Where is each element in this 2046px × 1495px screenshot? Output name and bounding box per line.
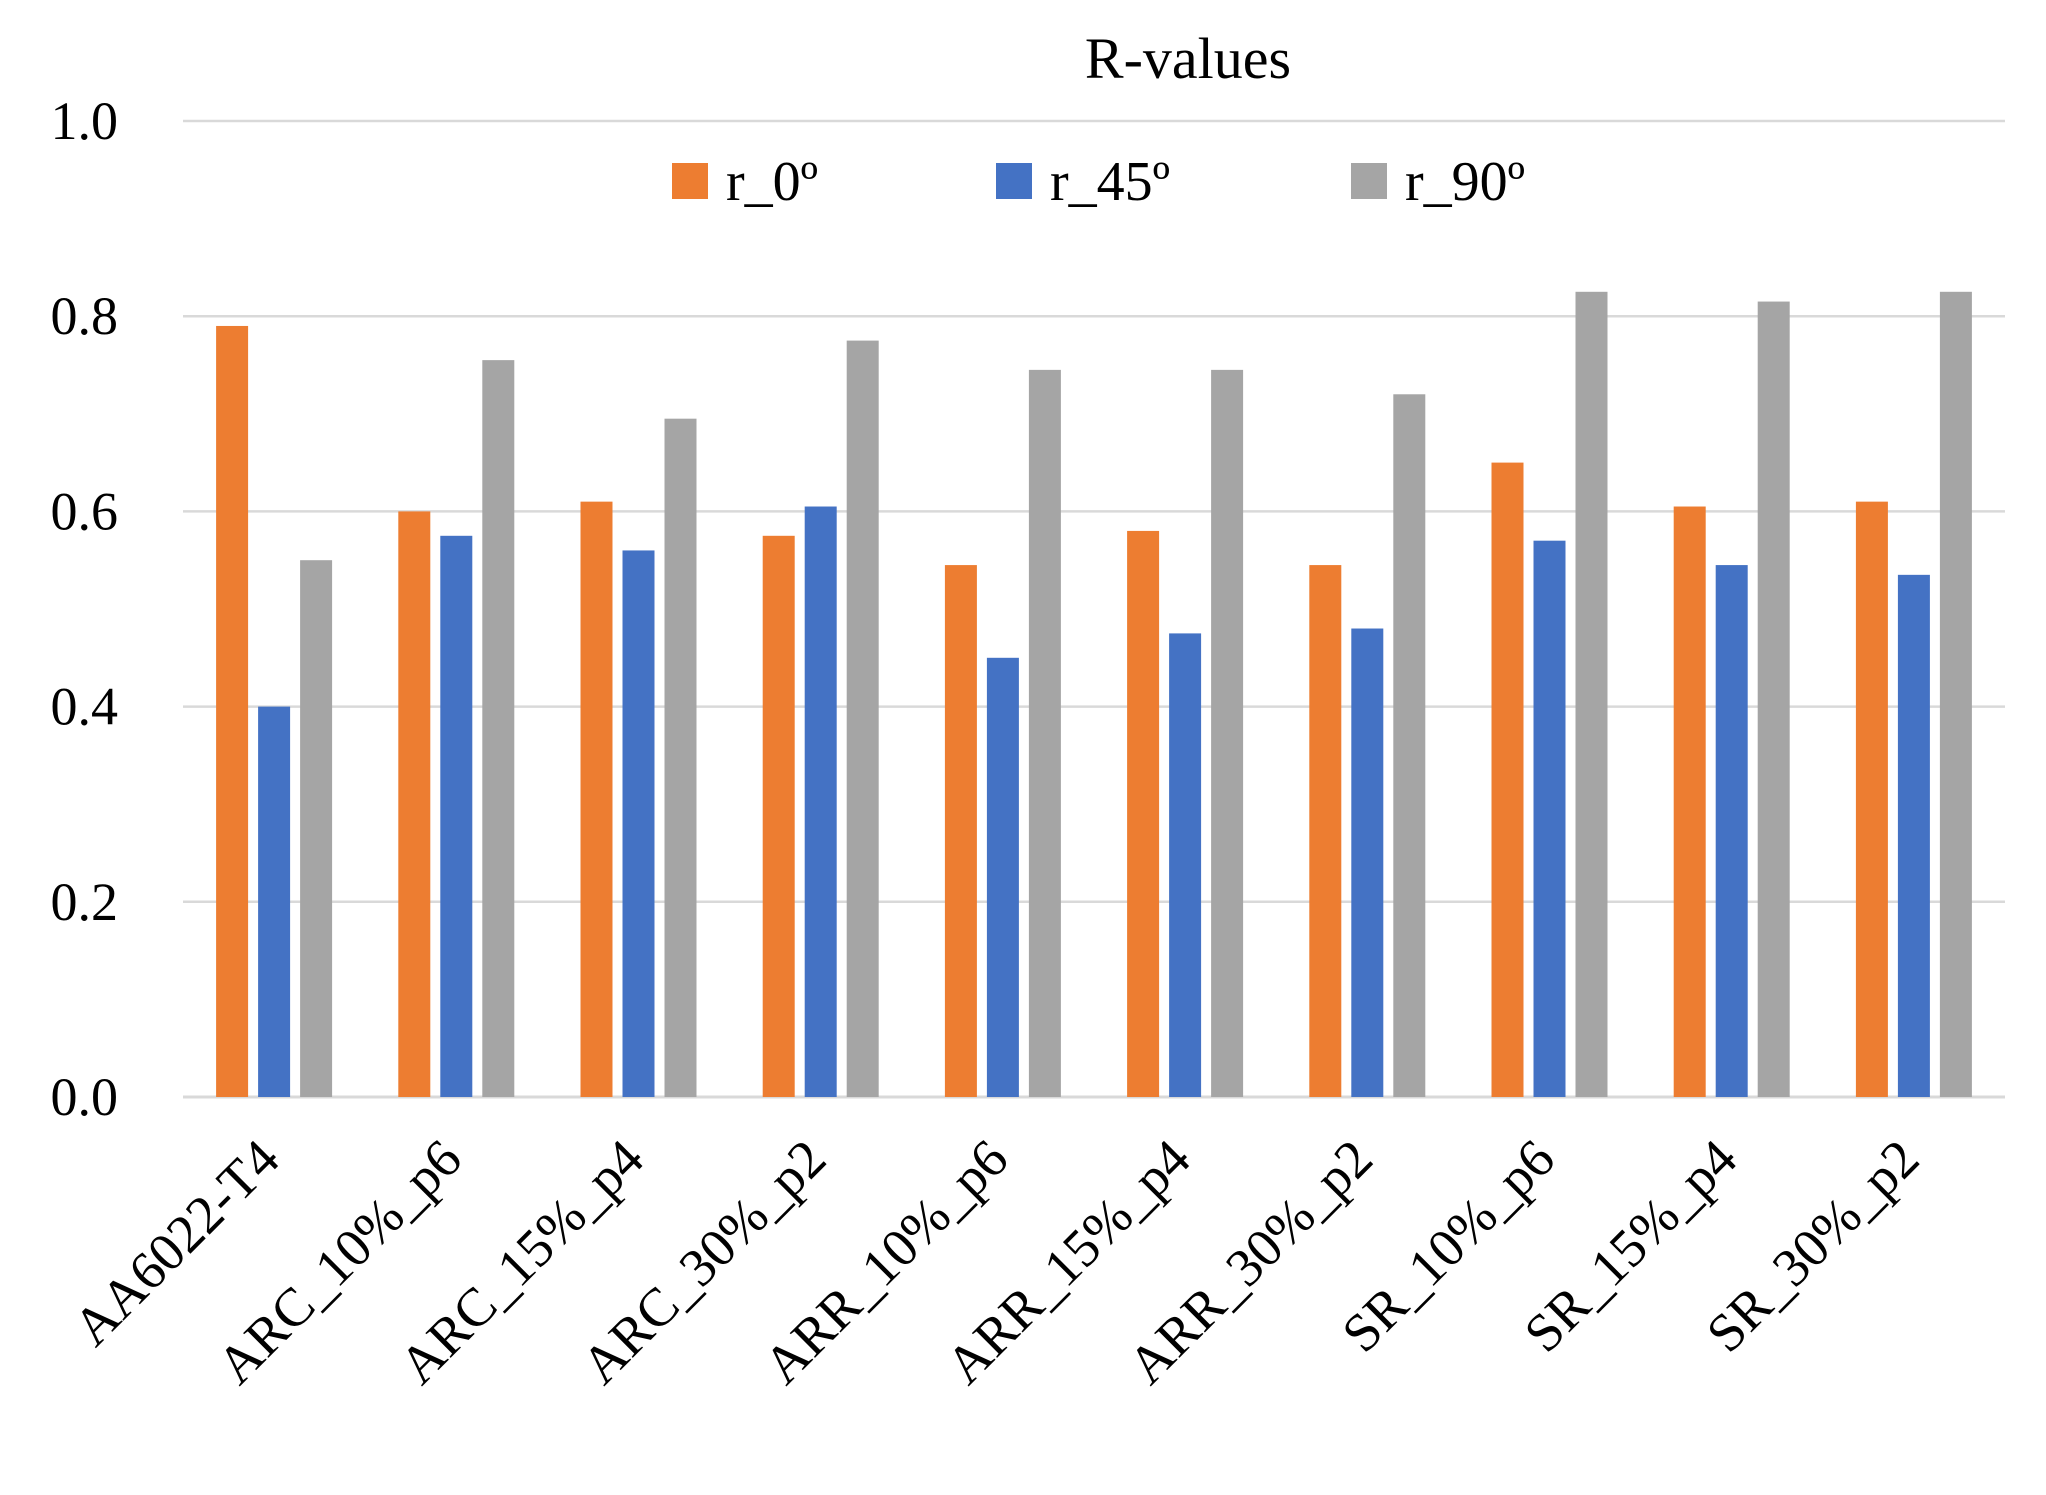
y-tick-label: 0.0 (51, 1067, 119, 1127)
bar-r_0º-ARC_15%_p4 (580, 501, 613, 1097)
bar-r_0º-ARC_30%_p2 (762, 535, 795, 1097)
y-tick-label: 0.4 (51, 677, 119, 737)
bar-r_0º-ARR_10%_p6 (944, 565, 977, 1097)
bar-r_45º-ARR_10%_p6 (986, 657, 1019, 1097)
legend-swatch (672, 163, 708, 199)
y-tick-label: 0.6 (51, 481, 119, 541)
y-axis-ticks: 0.0 0.2 0.4 0.6 0.8 1.0 (51, 91, 119, 1127)
bar-r_0º-ARR_15%_p4 (1127, 530, 1160, 1097)
legend-swatch (996, 163, 1032, 199)
bar-r_45º-SR_15%_p4 (1715, 565, 1748, 1097)
bar-r_45º-ARR_15%_p4 (1169, 633, 1202, 1097)
y-tick-label: 0.8 (51, 286, 119, 346)
bar-r_90º-AA6022-T4 (300, 560, 333, 1097)
bar-r_45º-ARR_30%_p2 (1351, 628, 1384, 1097)
bar-r_90º-ARC_10%_p6 (482, 360, 515, 1097)
legend-label: r_45º (1050, 151, 1170, 213)
bar-r_90º-SR_10%_p6 (1575, 291, 1608, 1097)
bar-r_45º-AA6022-T4 (258, 706, 291, 1097)
bar-r_0º-ARR_30%_p2 (1309, 565, 1342, 1097)
bar-r_0º-ARC_10%_p6 (398, 511, 431, 1097)
bar-r_0º-AA6022-T4 (216, 325, 249, 1098)
bar-r_90º-ARR_15%_p4 (1211, 369, 1244, 1097)
bar-r_0º-SR_15%_p4 (1673, 506, 1706, 1097)
bar-r_90º-ARC_15%_p4 (664, 418, 697, 1097)
legend: r_0º r_45º r_90º (672, 151, 1525, 213)
y-tick-label: 0.2 (51, 872, 119, 932)
bar-r_45º-ARC_30%_p2 (804, 506, 837, 1097)
x-axis-labels: AA6022-T4ARC_10%_p6ARC_15%_p4ARC_30%_p2A… (62, 1128, 1931, 1395)
bar-r_0º-SR_30%_p2 (1855, 501, 1888, 1097)
bar-r_45º-ARC_10%_p6 (440, 535, 473, 1097)
bar-r_45º-SR_10%_p6 (1533, 540, 1566, 1097)
bars (216, 291, 1972, 1098)
bar-r_45º-SR_30%_p2 (1897, 574, 1930, 1097)
bar-r_90º-SR_15%_p4 (1757, 301, 1790, 1097)
legend-swatch (1351, 163, 1387, 199)
legend-label: r_0º (726, 151, 818, 213)
bar-r_90º-SR_30%_p2 (1939, 291, 1972, 1097)
bar-r_45º-ARC_15%_p4 (622, 550, 655, 1097)
bar-r_90º-ARC_30%_p2 (846, 340, 879, 1098)
legend-label: r_90º (1405, 151, 1525, 213)
bar-r_0º-SR_10%_p6 (1491, 462, 1524, 1098)
y-tick-label: 1.0 (51, 91, 119, 151)
bar-r_90º-ARR_10%_p6 (1028, 369, 1061, 1097)
bar-r_90º-ARR_30%_p2 (1393, 394, 1426, 1097)
chart-title: R-values (1085, 26, 1291, 91)
